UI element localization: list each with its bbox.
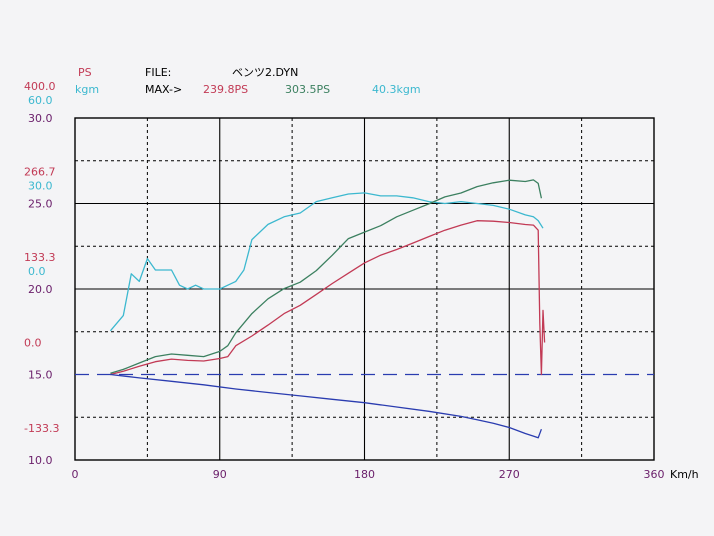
y-tick-label-ps: 0.0 <box>24 337 42 350</box>
y-tick-label-main: 15.0 <box>28 369 53 382</box>
y-axis-tick-labels: 30.0400.060.025.0266.730.020.0133.30.015… <box>24 80 59 467</box>
y-tick-label-ps: 266.7 <box>24 166 56 179</box>
kgm-unit-label: kgm <box>75 83 99 96</box>
y-tick-label-main: 10.0 <box>28 454 53 467</box>
blue-curve-line <box>110 373 543 439</box>
ps-curve-line <box>110 220 546 376</box>
file-name: ベンツ2.DYN <box>232 66 298 79</box>
max-green-value: 303.5PS <box>285 83 330 96</box>
x-axis-label: Km/h <box>670 468 699 481</box>
max-label: MAX-> <box>145 83 182 96</box>
x-tick-label: 180 <box>354 468 375 481</box>
y-tick-label-ps: 400.0 <box>24 80 56 93</box>
y-tick-label-kgm: 30.0 <box>28 180 53 193</box>
x-tick-label: 270 <box>499 468 520 481</box>
chart-grid <box>74 117 655 461</box>
y-tick-label-main: 30.0 <box>28 112 53 125</box>
green-curve-line <box>110 179 543 374</box>
chart-curves <box>109 179 546 439</box>
y-tick-label-ps: -133.3 <box>24 422 59 435</box>
y-tick-label-kgm: 0.0 <box>28 265 46 278</box>
file-label: FILE: <box>145 66 171 79</box>
x-tick-label: 0 <box>72 468 79 481</box>
y-tick-label-kgm: 60.0 <box>28 94 53 107</box>
kgm-curve-line <box>109 192 544 332</box>
x-tick-label: 360 <box>644 468 665 481</box>
y-tick-label-ps: 133.3 <box>24 251 56 264</box>
ps-unit-label: PS <box>78 66 92 79</box>
x-axis-tick-labels: 0 90 180 270 360 <box>72 468 665 481</box>
y-tick-label-main: 25.0 <box>28 198 53 211</box>
max-kgm-value: 40.3kgm <box>372 83 421 96</box>
y-tick-label-main: 20.0 <box>28 283 53 296</box>
max-ps-value: 239.8PS <box>203 83 248 96</box>
x-tick-label: 90 <box>213 468 227 481</box>
